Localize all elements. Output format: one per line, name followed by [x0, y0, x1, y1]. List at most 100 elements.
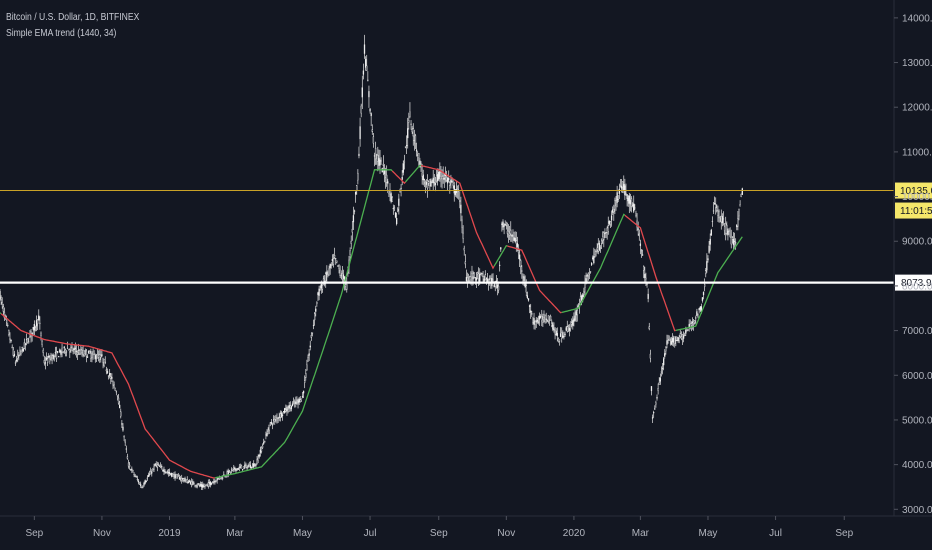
candle-body — [549, 315, 552, 321]
candle-body — [445, 177, 448, 181]
candle-body — [432, 177, 434, 184]
candle-body — [463, 247, 465, 251]
candle-body — [616, 192, 618, 203]
candle-body — [207, 482, 209, 487]
candle-body — [184, 477, 186, 481]
indicator-legend[interactable]: Simple EMA trend (1440, 34) — [6, 28, 117, 39]
candle-body — [573, 318, 575, 322]
candle-body — [40, 332, 42, 336]
candle-body — [672, 337, 675, 343]
candle-body — [675, 340, 677, 342]
candle-body — [233, 467, 235, 470]
candle-body — [460, 204, 462, 214]
candle-body — [727, 230, 729, 236]
candle-body — [562, 335, 564, 338]
candle-body — [397, 208, 399, 212]
candle-body — [528, 305, 531, 307]
candle-body — [706, 261, 708, 271]
candle-body — [353, 210, 356, 212]
candle-body — [607, 225, 609, 232]
candle-body — [304, 380, 306, 383]
candle-body — [518, 254, 521, 260]
candle-body — [299, 399, 301, 403]
candle-body — [594, 254, 596, 257]
candle-body — [291, 403, 294, 407]
candle-body — [277, 417, 279, 420]
candle-body — [414, 135, 417, 144]
candle-body — [259, 449, 262, 453]
candle-body — [425, 181, 428, 185]
candle-body — [653, 412, 655, 414]
candle-body — [130, 469, 132, 471]
candle-body — [192, 481, 194, 483]
candle-body — [307, 357, 309, 362]
candle-body — [256, 459, 258, 464]
candle-body — [723, 226, 726, 231]
candle-body — [60, 350, 62, 355]
candle-body — [43, 360, 45, 364]
candle-body — [452, 183, 454, 186]
ema-segment — [675, 236, 743, 332]
candle-body — [297, 400, 299, 404]
candle-body — [595, 250, 597, 252]
candle-body — [257, 457, 259, 461]
candle-body — [525, 285, 527, 293]
candle-body — [328, 268, 330, 270]
candle-body — [239, 466, 242, 468]
candle-body — [553, 328, 555, 331]
y-tick-label: 9000.0 — [902, 237, 932, 248]
x-tick-label: 2019 — [158, 528, 181, 539]
candle-body — [55, 351, 58, 359]
candle-body — [494, 281, 496, 287]
candle-body — [145, 481, 147, 483]
candle-body — [294, 402, 296, 404]
candle-body — [136, 478, 139, 480]
candle-body — [383, 170, 386, 175]
candle-body — [335, 258, 337, 260]
candle-body — [163, 469, 165, 473]
candle-body — [134, 475, 136, 477]
candle-body — [52, 354, 54, 360]
candle-body — [132, 470, 134, 472]
candle-body — [704, 284, 706, 287]
candle-body — [471, 273, 473, 281]
candle-body — [633, 203, 635, 212]
candle-body — [527, 298, 530, 301]
candle-body — [38, 315, 40, 321]
candle-body — [522, 276, 524, 278]
candle-body — [68, 349, 70, 351]
candle-body — [146, 477, 149, 479]
candle-body — [568, 327, 571, 331]
candle-body — [701, 297, 704, 301]
candle-body — [317, 292, 319, 296]
candle-body — [112, 380, 114, 386]
candle-body — [258, 454, 260, 457]
ema-segment — [0, 313, 216, 479]
candle-body — [119, 404, 121, 409]
candle-body — [520, 260, 522, 267]
candle-body — [89, 351, 91, 354]
candle-body — [408, 120, 410, 123]
level-label: 8073.9 — [901, 278, 932, 289]
candle-body — [373, 155, 376, 157]
candle-body — [732, 238, 735, 246]
candle-body — [468, 280, 470, 282]
candle-body — [731, 237, 733, 240]
candle-body — [422, 174, 424, 181]
candle-body — [90, 353, 92, 359]
candle-body — [161, 466, 163, 468]
candle-body — [126, 456, 129, 459]
candle-body — [667, 340, 669, 344]
candle-body — [475, 277, 478, 281]
candle-body — [270, 421, 273, 424]
candle-body — [386, 174, 388, 183]
candle-body — [53, 354, 55, 357]
candle-body — [69, 349, 71, 353]
candle-body — [472, 276, 474, 280]
candle-body — [451, 180, 453, 183]
candle-body — [377, 155, 379, 162]
candle-body — [358, 153, 360, 157]
candle-body — [696, 311, 698, 316]
candle-body — [725, 223, 727, 234]
